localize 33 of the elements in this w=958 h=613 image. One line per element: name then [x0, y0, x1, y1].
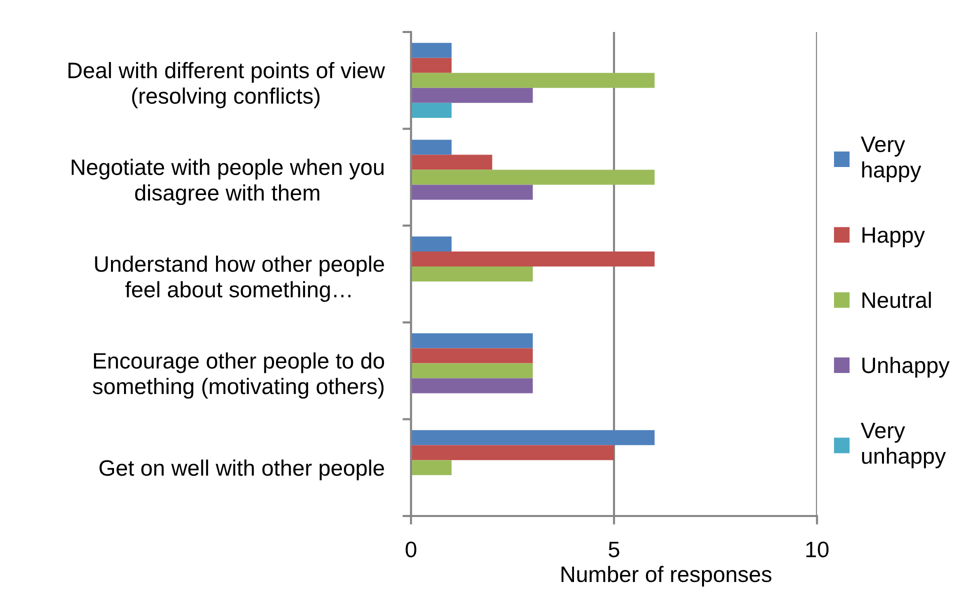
- legend-label: Neutral: [862, 292, 931, 308]
- bar: [411, 348, 533, 364]
- bar: [411, 236, 452, 252]
- bar: [411, 266, 533, 282]
- bar: [411, 154, 492, 170]
- x-tick-label: 0: [406, 542, 416, 558]
- bar: [411, 363, 533, 378]
- y-tick-label: Get on well with other people: [100, 460, 384, 480]
- bar: [411, 445, 614, 460]
- legend-label: Happy: [862, 227, 925, 248]
- bar: [411, 140, 452, 155]
- bar: [411, 88, 533, 103]
- bar: [411, 333, 533, 348]
- bar: [411, 58, 452, 73]
- y-tick-label: Deal with different points of view (resolving conflicts): [68, 62, 386, 108]
- y-tick-label: Negotiate with people when you disagree with them: [72, 158, 384, 206]
- legend-label: Very unhappy: [860, 422, 946, 468]
- bar: [411, 184, 533, 200]
- bar: [411, 378, 533, 394]
- bar: [411, 170, 655, 185]
- bar: [411, 251, 655, 266]
- bar: [411, 102, 452, 118]
- bar: [411, 460, 452, 476]
- x-axis-title: Number of responses: [562, 566, 772, 587]
- bar: [411, 430, 655, 446]
- x-tick-label: 5: [608, 542, 620, 558]
- y-tick-label: Encourage other people to do something (motivating others): [92, 352, 384, 399]
- bar: [411, 42, 452, 58]
- x-tick-label: 10: [806, 542, 828, 558]
- legend-label: Unhappy: [862, 356, 950, 378]
- bar: [411, 72, 655, 88]
- y-tick-label: Understand how other people feel about something…: [95, 256, 384, 302]
- legend-label: Very happy: [860, 136, 922, 182]
